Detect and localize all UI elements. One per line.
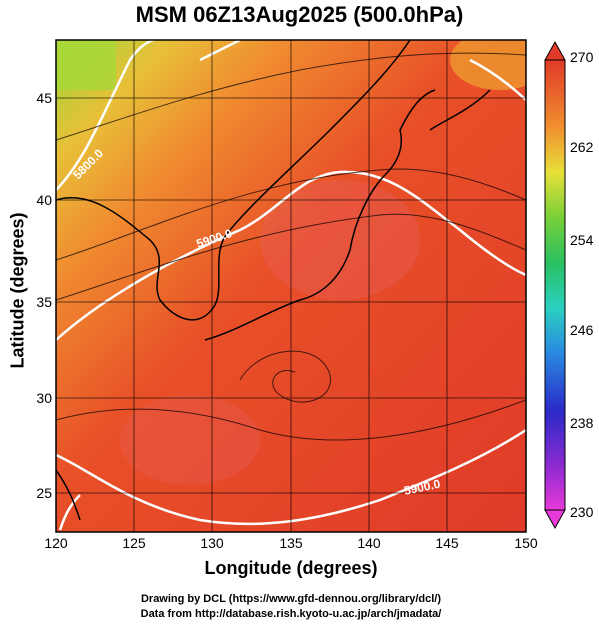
colorbar-tick-label: 270: [570, 49, 594, 65]
x-tick-label: 130: [200, 535, 224, 551]
x-tick-label: 150: [514, 535, 538, 551]
y-tick-label: 45: [36, 90, 52, 106]
colorbar-tick-label: 254: [570, 232, 594, 248]
map-plot-area: [56, 40, 526, 532]
streamlines: [56, 52, 526, 441]
colorbar-tick-label: 238: [570, 415, 594, 431]
x-tick-label: 125: [122, 535, 146, 551]
colorbar: [544, 40, 566, 530]
colorbar-tick-label: 230: [570, 504, 594, 520]
plot-frame: [55, 39, 527, 533]
x-axis-label: Longitude (degrees): [204, 558, 378, 578]
contour-5900-south: [56, 428, 526, 526]
coastline-japan: [204, 89, 436, 341]
colorbar-tick-label: 246: [570, 322, 594, 338]
y-tick-label: 30: [36, 390, 52, 406]
x-tick-label: 145: [435, 535, 459, 551]
contour-5900-north: [56, 170, 526, 341]
contour-5800: [56, 40, 158, 191]
x-tick-label: 135: [279, 535, 303, 551]
x-tick-label: 140: [357, 535, 381, 551]
colorbar-tick-label: 262: [570, 139, 594, 155]
y-tick-label: 40: [36, 192, 52, 208]
y-axis-label: Latitude (degrees): [7, 212, 28, 369]
credit-drawing: Drawing by DCL (https://www.gfd-dennou.o…: [140, 593, 442, 605]
y-tick-label: 35: [36, 294, 52, 310]
y-tick-label: 25: [36, 485, 52, 501]
map-title: MSM 06Z13Aug2025 (500.0hPa): [135, 2, 464, 27]
credit-data: Data from http://database.rish.kyoto-u.a…: [140, 608, 442, 620]
x-tick-label: 120: [44, 535, 68, 551]
